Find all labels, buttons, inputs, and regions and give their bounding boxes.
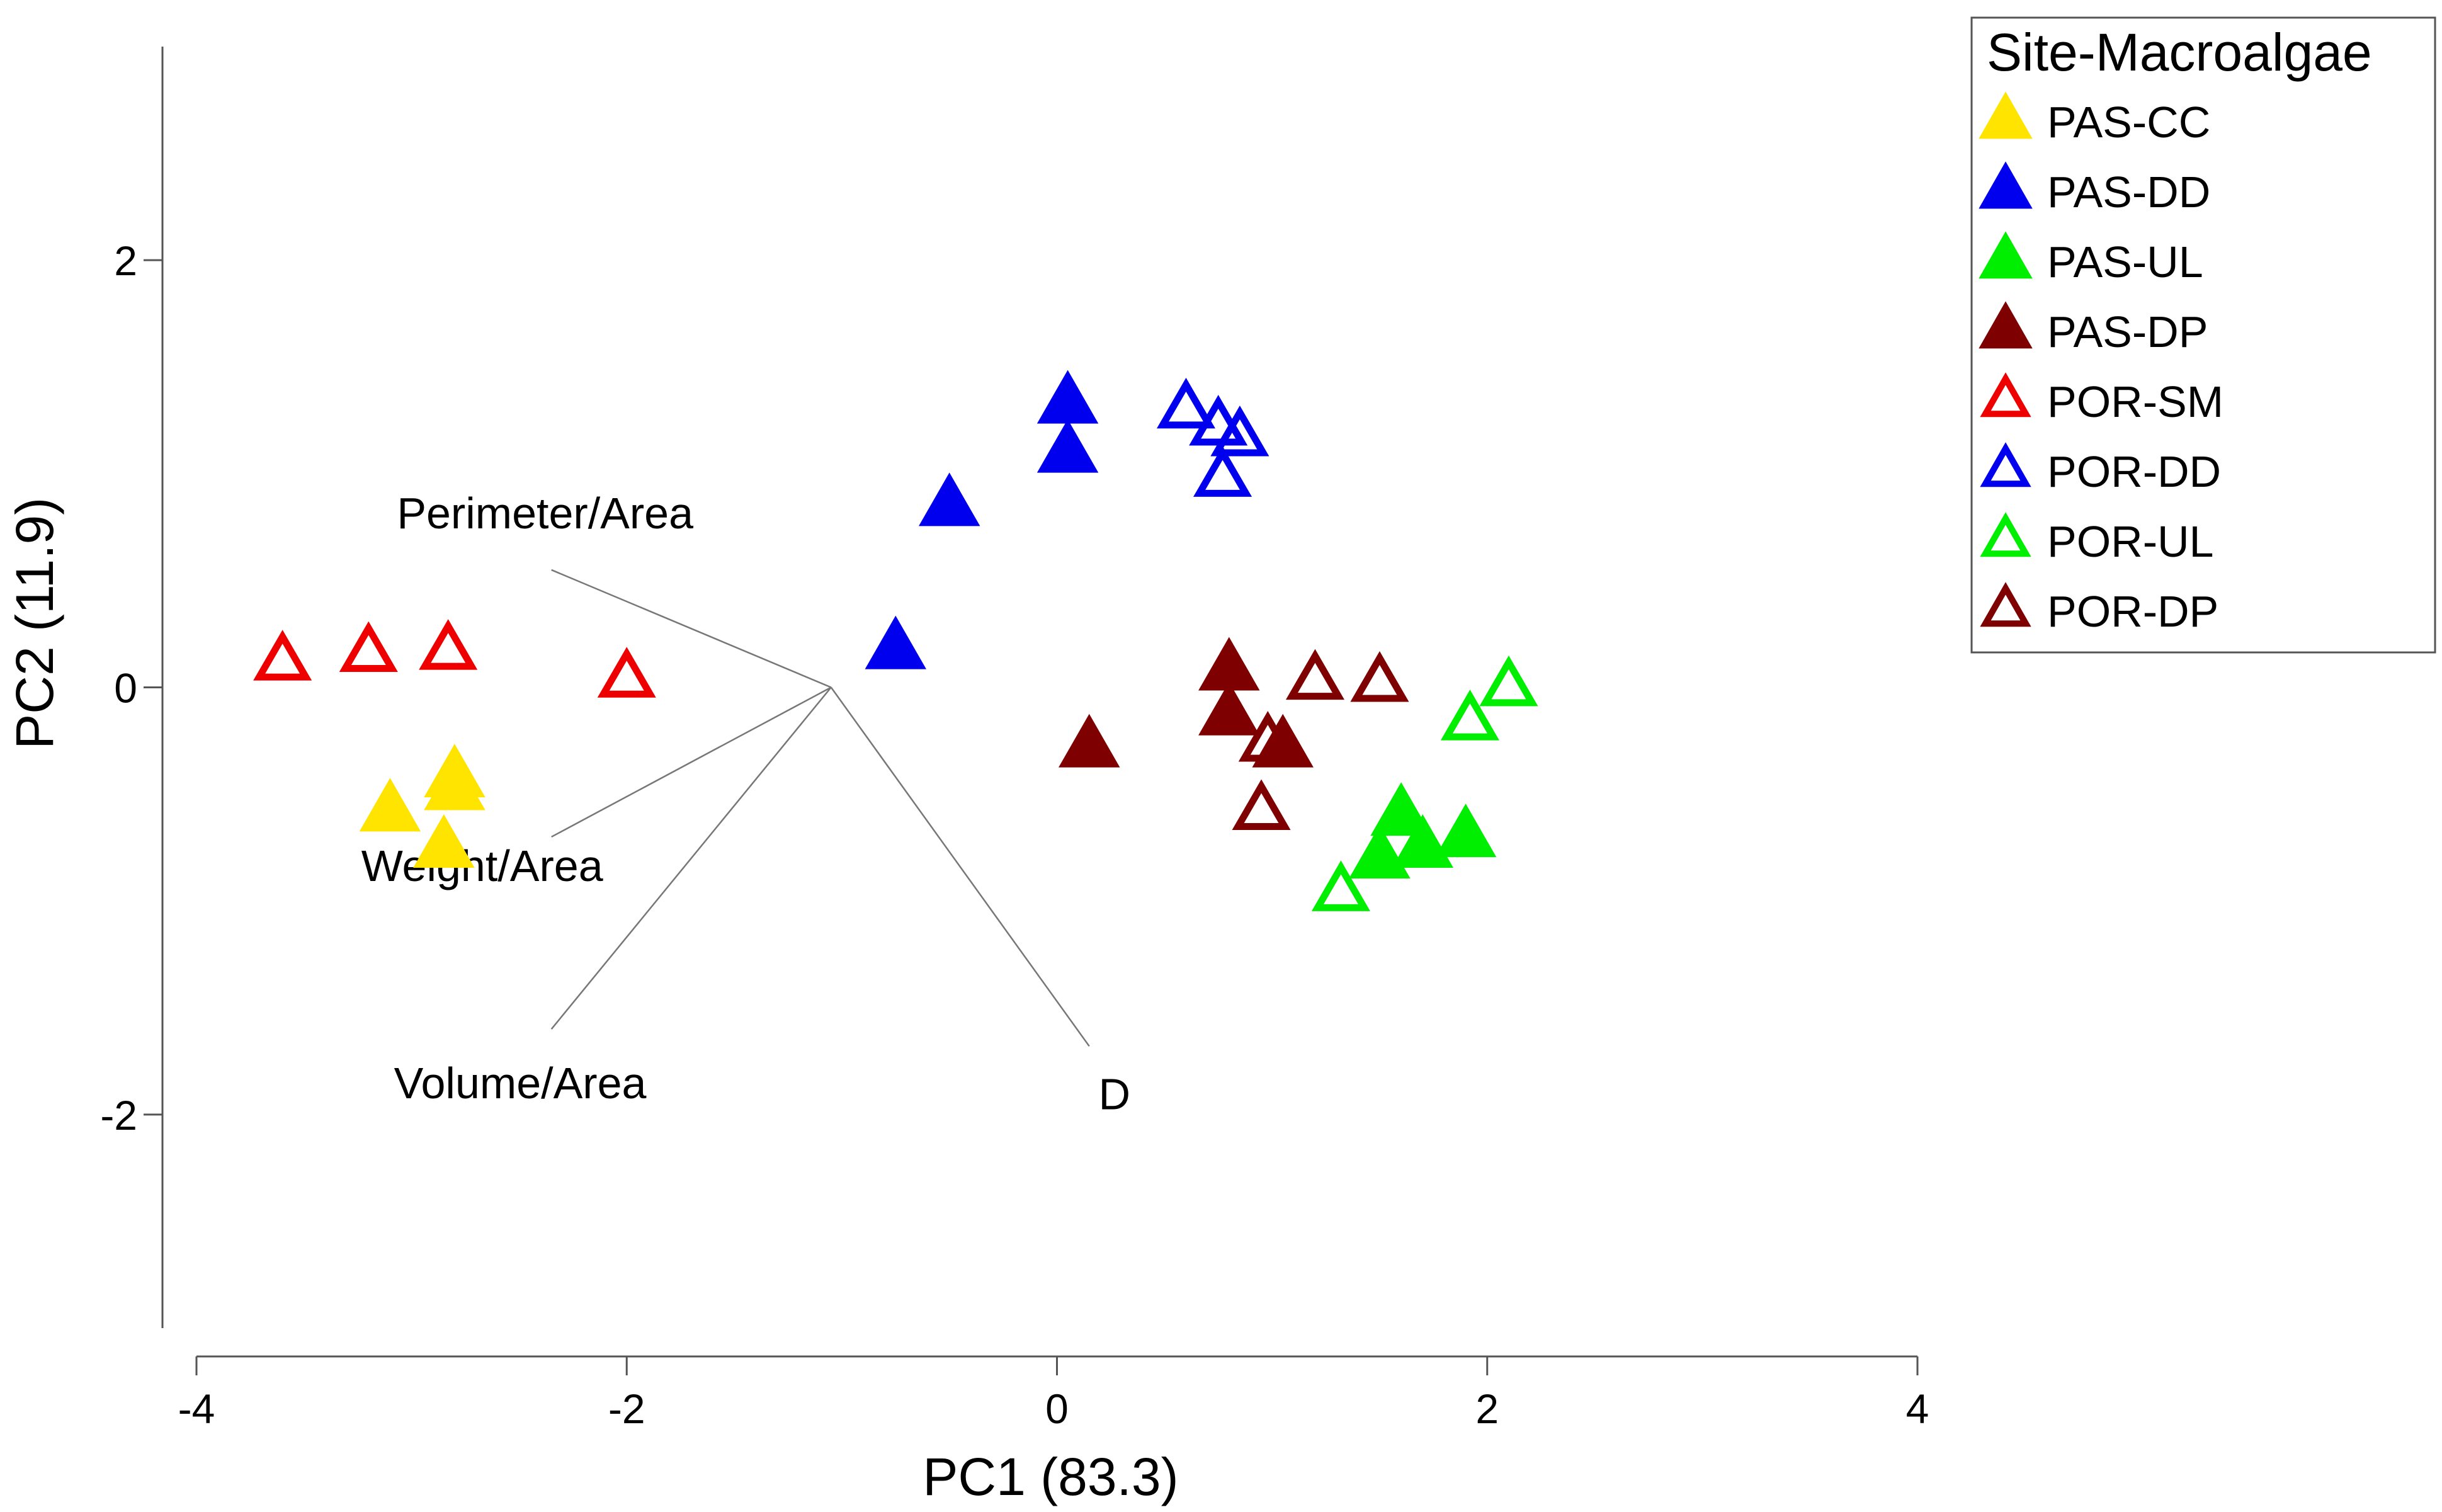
legend-marker bbox=[1979, 231, 2033, 279]
y-ticks: -2 0 2 bbox=[100, 237, 162, 1139]
legend-marker bbox=[1979, 301, 2033, 349]
y-axis-title: PC2 (11.9) bbox=[5, 497, 64, 749]
data-point bbox=[339, 621, 398, 673]
data-point bbox=[1350, 651, 1409, 702]
legend-marker bbox=[1980, 442, 2031, 487]
data-point bbox=[419, 619, 478, 670]
legend-marker bbox=[1979, 91, 2033, 139]
axes: -4 -2 0 2 4 -2 0 2 bbox=[100, 47, 1929, 1432]
data-point bbox=[359, 778, 421, 832]
vector-line bbox=[551, 569, 832, 688]
data-point bbox=[1479, 655, 1538, 707]
x-tick-label: 2 bbox=[1475, 1385, 1499, 1432]
legend-item: PAS-UL bbox=[1979, 231, 2203, 287]
data-point bbox=[1198, 681, 1260, 736]
legend-label: POR-SM bbox=[2047, 377, 2223, 426]
vector-label: Volume/Area bbox=[394, 1059, 647, 1108]
vector-line bbox=[550, 686, 832, 1030]
series-por-ul bbox=[1311, 655, 1538, 911]
series-pas-dd bbox=[865, 370, 1099, 669]
data-point bbox=[1434, 804, 1497, 858]
data-point bbox=[1370, 782, 1432, 836]
data-point bbox=[1156, 377, 1216, 429]
data-point bbox=[1193, 446, 1252, 497]
legend-label: POR-UL bbox=[2047, 517, 2213, 566]
legend-marker bbox=[1979, 161, 2033, 209]
x-tick-label: -4 bbox=[178, 1385, 215, 1432]
legend-label: POR-DD bbox=[2047, 447, 2221, 496]
legend-item: POR-DD bbox=[1980, 442, 2221, 496]
series-pas-dp bbox=[1059, 637, 1314, 768]
legend-marker bbox=[1980, 582, 2031, 627]
vector-label: Perimeter/Area bbox=[397, 489, 693, 538]
y-tick-label: -2 bbox=[100, 1092, 137, 1139]
legend-item: PAS-DD bbox=[1979, 161, 2210, 217]
data-point bbox=[918, 472, 980, 526]
vector-label: Weight/Area bbox=[361, 841, 603, 890]
series-por-dp bbox=[1232, 649, 1409, 831]
vector-label: D bbox=[1098, 1069, 1130, 1118]
x-tick-label: 4 bbox=[1906, 1385, 1929, 1432]
legend-item: POR-UL bbox=[1980, 512, 2213, 566]
legend: Site-Macroalgae PAS-CC PAS-DD PAS-UL PAS-DP… bbox=[1970, 16, 2436, 654]
data-point bbox=[1059, 713, 1120, 768]
vector-line bbox=[551, 686, 832, 838]
data-point bbox=[413, 814, 475, 868]
series-pas-cc bbox=[359, 744, 486, 868]
data-point bbox=[597, 647, 656, 698]
data-points bbox=[253, 370, 1538, 911]
x-tick-label: -2 bbox=[608, 1385, 645, 1432]
legend-items: PAS-CC PAS-DD PAS-UL PAS-DP POR-SM POR-DD POR-… bbox=[1979, 91, 2223, 636]
legend-box bbox=[1970, 16, 2436, 654]
data-point bbox=[1311, 860, 1370, 911]
x-axis-title: PC1 (83.3) bbox=[923, 1447, 1178, 1506]
data-point bbox=[253, 630, 312, 681]
legend-label: PAS-CC bbox=[2047, 98, 2210, 147]
legend-item: PAS-DP bbox=[1979, 301, 2208, 356]
legend-marker bbox=[1980, 372, 2031, 418]
legend-item: POR-DP bbox=[1980, 582, 2218, 636]
data-point bbox=[1440, 690, 1499, 741]
data-point bbox=[1238, 711, 1297, 762]
y-tick-label: 0 bbox=[114, 665, 137, 712]
legend-label: PAS-UL bbox=[2047, 237, 2203, 287]
data-point bbox=[1036, 419, 1099, 473]
legend-marker bbox=[1980, 512, 2031, 557]
data-point bbox=[424, 756, 486, 810]
legend-label: POR-DP bbox=[2047, 587, 2218, 636]
vector-line bbox=[830, 686, 1090, 1047]
legend-label: PAS-DD bbox=[2047, 168, 2210, 217]
series-pas-ul bbox=[1349, 782, 1497, 878]
series-por-dd bbox=[1156, 377, 1269, 497]
loading-vectors: Perimeter/Area Weight/Area Volume/Area D bbox=[361, 489, 1130, 1118]
data-point bbox=[1210, 406, 1269, 457]
series-por-sm bbox=[253, 619, 656, 698]
legend-item: POR-SM bbox=[1980, 372, 2223, 426]
legend-title: Site-Macroalgae bbox=[1987, 23, 2372, 82]
data-point bbox=[1189, 395, 1248, 446]
legend-label: PAS-DP bbox=[2047, 307, 2208, 356]
x-ticks: -4 -2 0 2 4 bbox=[178, 1356, 1929, 1432]
data-point bbox=[1285, 649, 1344, 700]
data-point bbox=[865, 615, 927, 669]
x-tick-label: 0 bbox=[1045, 1385, 1069, 1432]
data-point bbox=[1232, 779, 1291, 831]
legend-item: PAS-CC bbox=[1979, 91, 2210, 147]
data-point bbox=[1036, 370, 1099, 424]
y-tick-label: 2 bbox=[114, 237, 137, 284]
